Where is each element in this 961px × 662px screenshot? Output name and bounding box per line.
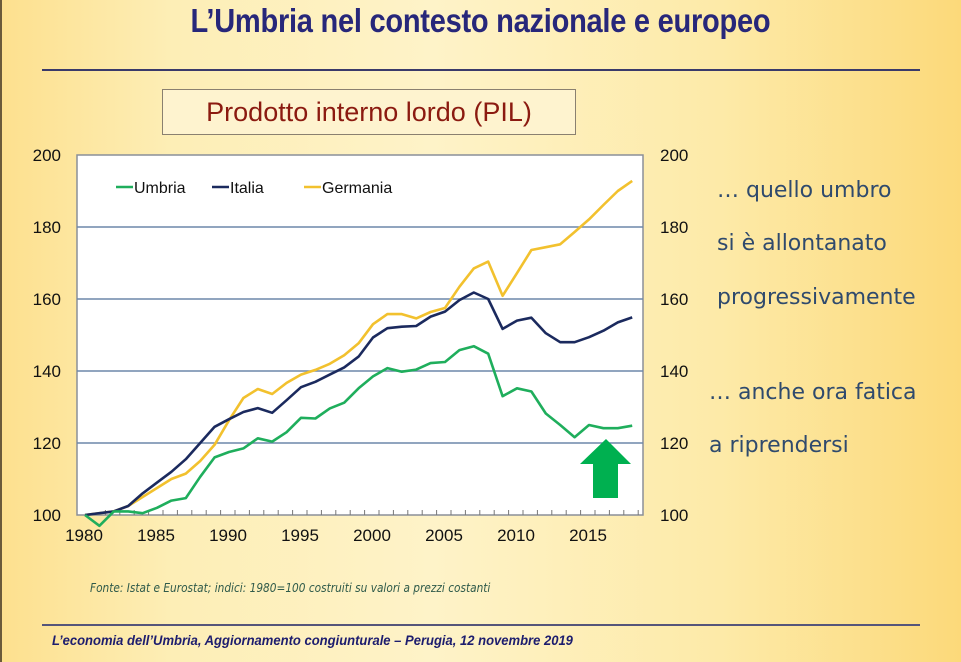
chart-title-box: Prodotto interno lordo (PIL) [162,89,576,135]
note-line-4: … anche ora fatica [709,380,917,405]
y-tick-label-left: 140 [33,362,61,381]
note-line-2: si è allontanato [717,231,887,256]
footer-text: L’economia dell’Umbria, Aggiornamento co… [52,632,573,648]
y-tick-label-right: 140 [660,362,688,381]
x-tick-label: 1985 [137,526,175,545]
y-tick-label-right: 100 [660,506,688,525]
y-tick-label-right: 200 [660,146,688,165]
y-tick-label-left: 160 [33,290,61,309]
y-axis-left: 100 120 140 160 180 200 [33,146,61,525]
y-tick-label-left: 120 [33,434,61,453]
series-line-italia [84,291,633,517]
x-tick-label: 2000 [353,526,391,545]
y-tick-label-right: 120 [660,434,688,453]
note-line-1: … quello umbro [717,178,892,203]
x-tick-label: 2005 [425,526,463,545]
x-tick-label: 1980 [65,526,103,545]
slide-title: L’Umbria nel contesto nazionale e europe… [190,2,771,39]
source-note: Fonte: Istat e Eurostat; indici: 1980=10… [90,581,491,595]
y-tick-label-left: 100 [33,506,61,525]
series-lines [84,179,633,528]
note-line-5: a riprendersi [709,433,849,458]
gridlines [77,226,643,444]
legend-label-umbria: Umbria [134,180,186,197]
legend-label-italia: Italia [230,180,264,197]
footer-divider [42,624,920,626]
legend-label-germania: Germania [322,180,392,197]
y-axis-right: 100 120 140 160 180 200 [660,146,688,525]
x-tick-label: 1995 [281,526,319,545]
x-tick-label: 1990 [209,526,247,545]
y-tick-label-left: 200 [33,146,61,165]
plot-area [76,154,644,516]
y-tick-label-right: 160 [660,290,688,309]
series-line-umbria [84,344,633,528]
note-line-3: progressivamente [717,285,916,310]
y-tick-label-right: 180 [660,218,688,237]
slide-left-edge [0,0,2,662]
x-tick-label: 2010 [497,526,535,545]
x-axis-labels: 1980 1985 1990 1995 2000 2005 2010 2015 [65,526,607,545]
y-tick-label-left: 180 [33,218,61,237]
legend: Umbria Italia Germania [116,180,392,197]
series-line-germania [84,179,633,517]
title-divider [42,69,920,71]
chart-title: Prodotto interno lordo (PIL) [206,96,532,127]
up-arrow-icon [580,439,631,498]
x-tick-label: 2015 [569,526,607,545]
